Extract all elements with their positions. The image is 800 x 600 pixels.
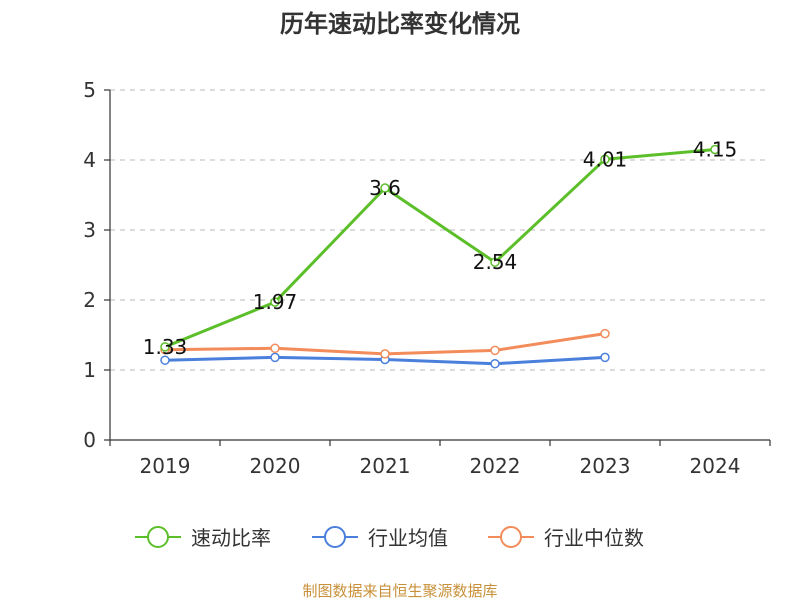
x-tick-label: 2021 bbox=[360, 454, 411, 478]
data-label: 1.33 bbox=[143, 335, 188, 359]
y-tick-label: 0 bbox=[83, 428, 96, 452]
legend-item[interactable]: 速动比率 bbox=[135, 526, 271, 550]
series-line bbox=[164, 148, 716, 349]
x-tick-label: 2019 bbox=[140, 454, 191, 478]
legend-label: 行业中位数 bbox=[544, 526, 644, 550]
legend[interactable]: 速动比率 行业均值 行业中位数 bbox=[135, 526, 644, 550]
legend-marker-icon bbox=[324, 526, 346, 548]
data-label: 1.97 bbox=[253, 290, 298, 314]
legend-item[interactable]: 行业中位数 bbox=[488, 526, 644, 550]
data-label: 3.6 bbox=[369, 176, 401, 200]
legend-label: 行业均值 bbox=[368, 526, 448, 550]
source-note: 制图数据来自恒生聚源数据库 bbox=[302, 582, 497, 600]
axes: 0 1 2 3 4 5 2019 2020 2021 2022 2023 2024 bbox=[83, 78, 771, 478]
legend-marker-icon bbox=[147, 526, 169, 548]
data-point bbox=[710, 144, 720, 155]
y-tick-label: 5 bbox=[83, 78, 96, 102]
data-point bbox=[490, 345, 500, 356]
data-point bbox=[270, 352, 280, 363]
data-label: 4.15 bbox=[693, 138, 738, 162]
legend-item[interactable]: 行业均值 bbox=[312, 526, 448, 550]
x-tick-label: 2020 bbox=[250, 454, 301, 478]
data-point bbox=[270, 297, 280, 307]
data-point bbox=[490, 257, 500, 267]
data-point bbox=[490, 358, 500, 369]
grid-lines bbox=[110, 89, 770, 371]
data-point bbox=[380, 183, 390, 193]
y-tick-label: 2 bbox=[83, 288, 96, 312]
y-tick-label: 3 bbox=[83, 218, 96, 242]
data-point bbox=[270, 343, 280, 354]
x-tick-label: 2022 bbox=[470, 454, 521, 478]
data-point bbox=[600, 154, 610, 165]
data-labels: 1.33 1.97 3.6 2.54 4.01 4.15 bbox=[143, 138, 738, 359]
data-label: 4.01 bbox=[583, 147, 628, 171]
data-point bbox=[600, 328, 610, 339]
data-point bbox=[160, 355, 170, 365]
x-tick-label: 2023 bbox=[580, 454, 631, 478]
y-tick-label: 4 bbox=[83, 148, 96, 172]
series-lines bbox=[160, 144, 720, 369]
data-point bbox=[160, 342, 170, 352]
chart-title: 历年速动比率变化情况 bbox=[280, 10, 520, 38]
data-label: 2.54 bbox=[473, 250, 518, 274]
legend-label: 速动比率 bbox=[191, 526, 271, 550]
x-tick-label: 2024 bbox=[690, 454, 741, 478]
legend-marker-icon bbox=[500, 526, 522, 548]
y-tick-label: 1 bbox=[83, 358, 96, 382]
data-point bbox=[380, 349, 390, 359]
data-point bbox=[600, 352, 610, 363]
